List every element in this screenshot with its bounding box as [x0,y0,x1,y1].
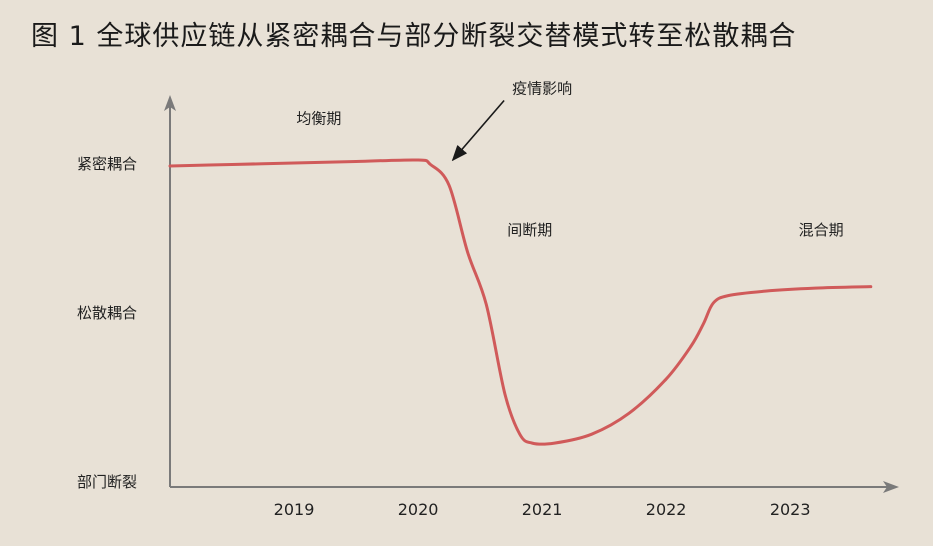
annotation-arrow [451,99,505,162]
annotation-label: 疫情影响 [512,80,572,98]
x-tick-label: 2019 [274,500,315,519]
y-tick-label: 部门断裂 [77,473,137,491]
x-tick-label: 2021 [522,500,563,519]
y-tick-label: 紧密耦合 [77,155,137,173]
x-axis-arrow-icon [883,481,899,493]
x-tick-label: 2023 [770,500,811,519]
x-tick-label: 2022 [646,500,687,519]
annotation-label: 均衡期 [296,109,341,127]
series-line [168,158,873,446]
annotation-label: 混合期 [799,221,844,239]
y-axis-arrow-icon [164,95,176,111]
chart-title: 图 1 全球供应链从紧密耦合与部分断裂交替模式转至松散耦合 [31,21,797,52]
x-tick-label: 2020 [398,500,439,519]
annotation-label: 间断期 [507,221,552,239]
y-tick-label: 松散耦合 [77,304,137,322]
